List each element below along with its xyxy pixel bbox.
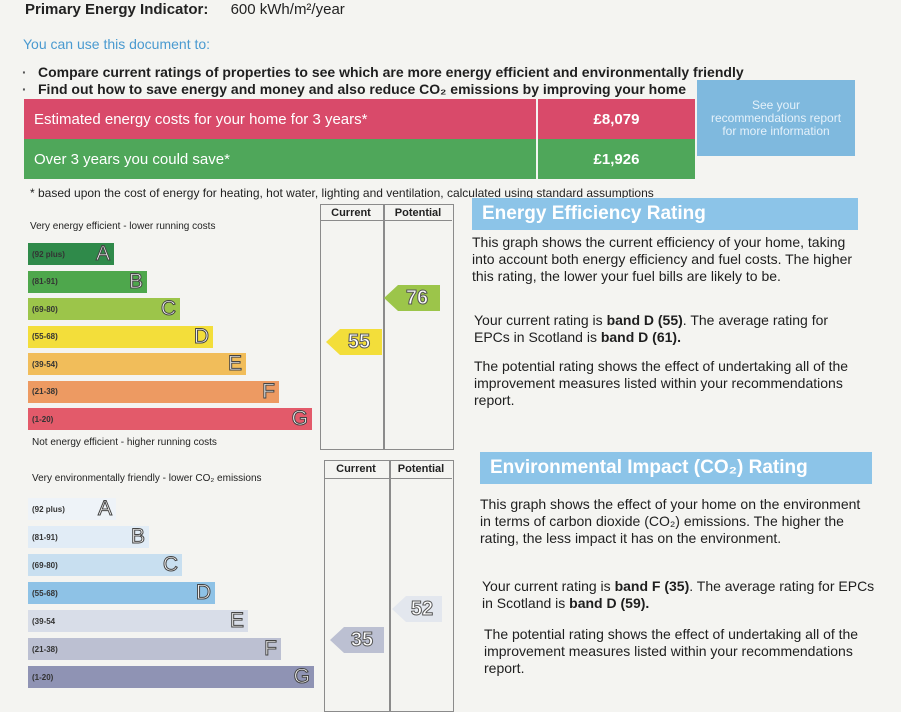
environment-top-note: Very environmentally friendly - lower CO… <box>32 473 262 484</box>
intro-bullet-2: Find out how to save energy and money an… <box>22 81 686 97</box>
savings-label: Over 3 years you could save* <box>24 139 536 179</box>
energy-band-range: (55-68) <box>32 332 58 341</box>
environment-band-a: (92 plus) A <box>28 497 116 521</box>
environment-band-range: (39-54 <box>32 616 56 626</box>
energy-band-letter: G <box>291 407 308 431</box>
energy-band-range: (1-20) <box>32 414 54 424</box>
environment-band-letter: C <box>162 553 178 577</box>
see-recommendations-box: See your recommendations report for more… <box>697 80 855 156</box>
environment-band-letter: F <box>264 637 278 661</box>
energy-band-range: (21-38) <box>32 387 58 396</box>
estimated-costs-label: Estimated energy costs for your home for… <box>24 99 536 139</box>
environment-current-column <box>324 460 390 712</box>
energy-efficiency-chart: Current Potential Very energy efficient … <box>24 204 454 450</box>
environment-band-range: (69-80) <box>32 560 58 570</box>
energy-current-value: 55 <box>347 330 371 353</box>
energy-band-e: (39-54) E <box>28 352 246 376</box>
savings-row: Over 3 years you could save* £1,926 <box>24 139 695 179</box>
environment-band-range: (81-91) <box>32 532 58 542</box>
environment-band-letter: A <box>97 497 112 521</box>
estimated-costs-row: Estimated energy costs for your home for… <box>24 99 695 139</box>
indicator-value: 600 kWh/m²/year <box>230 1 345 18</box>
energy-band-a: (92 plus) A <box>28 242 114 266</box>
environment-band-range: (1-20) <box>32 672 54 682</box>
energy-band-letter: D <box>193 324 209 348</box>
energy-band-range: (81-91) <box>32 277 58 286</box>
savings-value: £1,926 <box>536 139 695 179</box>
environment-potential-value: 52 <box>410 597 434 620</box>
energy-band-g: (1-20) G <box>28 407 312 431</box>
energy-band-letter: E <box>227 352 242 376</box>
energy-band-letter: F <box>262 379 276 403</box>
environment-text-3: The potential rating shows the effect of… <box>484 626 859 676</box>
energy-potential-header: Potential <box>394 207 442 219</box>
environment-text-1: This graph shows the effect of your home… <box>480 496 861 546</box>
environment-text-2: Your current rating is band F (35). The … <box>482 578 875 611</box>
energy-current-header: Current <box>331 207 371 219</box>
environment-band-range: (55-68) <box>32 588 58 598</box>
environment-current-header: Current <box>336 463 376 475</box>
energy-band-range: (39-54) <box>32 359 58 369</box>
environment-band-f: (21-38) F <box>28 637 281 661</box>
energy-band-letter: C <box>160 297 176 321</box>
energy-current-column <box>320 204 384 450</box>
energy-potential-value: 76 <box>405 286 429 309</box>
environment-impact-chart: Current Potential Very environmentally f… <box>24 460 454 712</box>
energy-bottom-note: Not energy efficient - higher running co… <box>32 437 217 448</box>
environment-band-g: (1-20) G <box>28 665 314 689</box>
environment-current-value: 35 <box>350 628 374 651</box>
energy-rating-heading: Energy Efficiency Rating <box>472 198 858 230</box>
energy-band-range: (69-80) <box>32 304 58 314</box>
intro-bullet-1: Compare current ratings of properties to… <box>22 64 744 80</box>
energy-band-letter: A <box>95 242 110 266</box>
environment-band-letter: D <box>195 581 211 605</box>
energy-band-d: (55-68) D <box>28 324 213 348</box>
energy-top-note: Very energy efficient - lower running co… <box>30 221 216 232</box>
energy-current-arrow: 55 <box>326 329 382 355</box>
environment-potential-header: Potential <box>397 463 445 475</box>
intro-title: You can use this document to: <box>23 36 211 52</box>
environment-band-e: (39-54 E <box>28 609 248 633</box>
energy-band-b: (81-91) B <box>28 269 147 293</box>
environment-band-range: (21-38) <box>32 644 58 654</box>
environment-band-letter: G <box>293 665 310 689</box>
environment-band-letter: E <box>229 609 244 633</box>
environment-band-c: (69-80) C <box>28 553 182 577</box>
energy-text-1: This graph shows the current efficiency … <box>472 234 853 284</box>
energy-potential-arrow: 76 <box>384 285 440 311</box>
environment-band-letter: B <box>130 525 145 549</box>
energy-potential-column <box>384 204 454 450</box>
energy-band-letter: B <box>128 269 143 293</box>
energy-band-f: (21-38) F <box>28 379 279 403</box>
energy-band-range: (92 plus) <box>32 249 65 259</box>
environment-band-b: (81-91) B <box>28 525 149 549</box>
environment-band-d: (55-68) D <box>28 581 215 605</box>
environment-rating-heading: Environmental Impact (CO₂) Rating <box>480 452 872 484</box>
estimated-costs-value: £8,079 <box>536 99 695 139</box>
indicator-label: Primary Energy Indicator: <box>25 1 209 18</box>
energy-text-2: Your current rating is band D (55). The … <box>474 312 829 345</box>
energy-band-c: (69-80) C <box>28 297 180 321</box>
environment-band-range: (92 plus) <box>32 504 65 514</box>
cost-footnote: * based upon the cost of energy for heat… <box>30 186 654 200</box>
environment-potential-column <box>390 460 454 712</box>
energy-text-3: The potential rating shows the effect of… <box>474 358 849 408</box>
primary-energy-indicator: Primary Energy Indicator: 600 kWh/m²/yea… <box>25 1 345 18</box>
